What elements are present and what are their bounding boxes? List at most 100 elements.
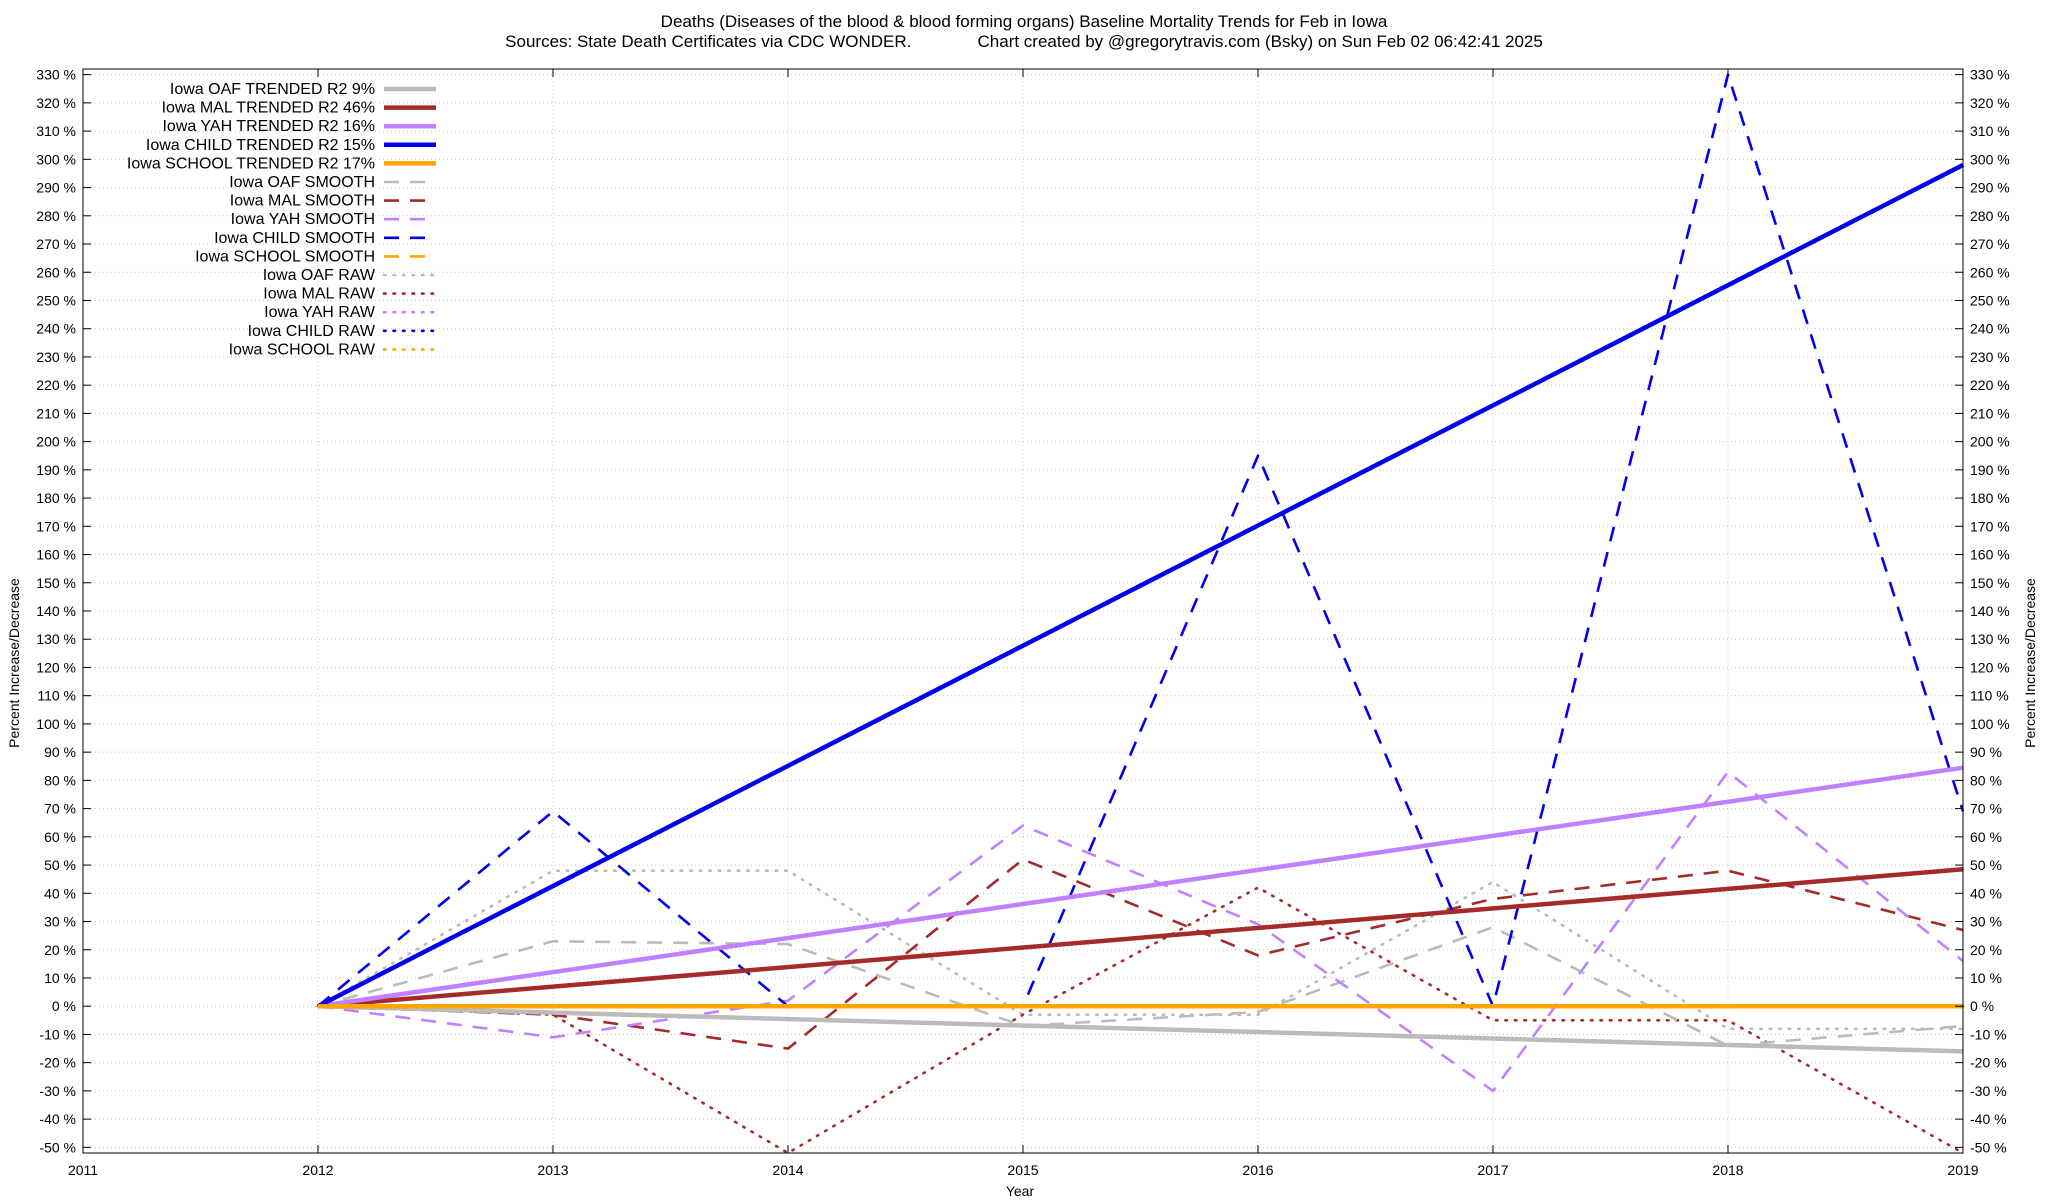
x-tick-label: 2017 xyxy=(1477,1162,1508,1178)
y2-tick-label: -50 % xyxy=(1970,1139,2007,1155)
series-line-iowa-yah-trended-r2-16 xyxy=(317,765,1964,1009)
y2-tick-label: 320 % xyxy=(1970,95,2010,111)
y2-tick-label: 300 % xyxy=(1970,151,2010,167)
y-tick-label: -40 % xyxy=(39,1111,76,1127)
legend-label: Iowa SCHOOL SMOOTH xyxy=(195,248,375,265)
y-tick-label: -10 % xyxy=(39,1026,76,1042)
y-tick-label: 30 % xyxy=(44,914,76,930)
legend-label: Iowa CHILD SMOOTH xyxy=(214,230,375,247)
y-tick-label: 290 % xyxy=(36,180,76,196)
y2-tick-label: 180 % xyxy=(1970,490,2010,506)
x-axis-label: Year xyxy=(1006,1183,1035,1199)
y2-tick-label: -30 % xyxy=(1970,1083,2007,1099)
y2-tick-label: 80 % xyxy=(1970,772,2002,788)
data-series xyxy=(316,73,1965,1155)
y2-tick-label: 50 % xyxy=(1970,857,2002,873)
series-line-iowa-yah-smooth xyxy=(317,770,1964,1093)
axis-ticks: -50 % -50 % -40 % -40 % -30 % -30 % -20 % -20 %… xyxy=(36,67,2009,1178)
y-tick-label: 190 % xyxy=(36,462,76,478)
y-tick-label: 120 % xyxy=(36,659,76,675)
y2-tick-label: 290 % xyxy=(1970,180,2010,196)
y-tick-label: 80 % xyxy=(44,772,76,788)
y2-tick-label: 200 % xyxy=(1970,434,2010,450)
y2-tick-label: 250 % xyxy=(1970,292,2010,308)
y-tick-label: 280 % xyxy=(36,208,76,224)
series-line-iowa-child-smooth xyxy=(317,73,1965,1008)
y-tick-label: 130 % xyxy=(36,631,76,647)
y2-tick-label: 0 % xyxy=(1970,998,1994,1014)
y-axis-label: Percent Increase/Decrease xyxy=(6,578,22,748)
legend-label: Iowa OAF RAW xyxy=(263,267,376,284)
y2-tick-label: 40 % xyxy=(1970,885,2002,901)
y-tick-label: 210 % xyxy=(36,405,76,421)
x-tick-label: 2015 xyxy=(1007,1162,1038,1178)
y2-tick-label: 220 % xyxy=(1970,377,2010,393)
series-line-iowa-child-trended-r2-15 xyxy=(316,162,1965,1009)
x-tick-label: 2018 xyxy=(1712,1162,1743,1178)
y2-tick-label: 160 % xyxy=(1970,547,2010,563)
y-tick-label: 330 % xyxy=(36,67,76,83)
y2-tick-label: 260 % xyxy=(1970,264,2010,280)
legend-label: Iowa CHILD RAW xyxy=(248,323,376,340)
y-tick-label: 50 % xyxy=(44,857,76,873)
y2-tick-label: 100 % xyxy=(1970,716,2010,732)
y2-tick-label: 270 % xyxy=(1970,236,2010,252)
legend-label: Iowa CHILD TRENDED R2 15% xyxy=(146,137,375,154)
legend: Iowa OAF TRENDED R2 9% Iowa MAL TRENDED R… xyxy=(127,81,438,358)
y2-tick-label: 280 % xyxy=(1970,208,2010,224)
y-tick-label: 310 % xyxy=(36,123,76,139)
y-tick-label: 0 % xyxy=(52,998,76,1014)
y-tick-label: 100 % xyxy=(36,716,76,732)
y-tick-label: 270 % xyxy=(36,236,76,252)
y2-tick-label: 110 % xyxy=(1970,688,2009,704)
y-tick-label: -30 % xyxy=(39,1083,76,1099)
y-tick-label: 140 % xyxy=(36,603,76,619)
y2-tick-label: 90 % xyxy=(1970,744,2002,760)
y-tick-label: 300 % xyxy=(36,151,76,167)
y-tick-label: 170 % xyxy=(36,518,76,534)
y2-tick-label: 30 % xyxy=(1970,914,2002,930)
y-tick-label: 90 % xyxy=(44,744,76,760)
legend-label: Iowa YAH TRENDED R2 16% xyxy=(162,118,375,135)
legend-label: Iowa SCHOOL RAW xyxy=(229,341,376,358)
y2-tick-label: 10 % xyxy=(1970,970,2002,986)
x-tick-label: 2016 xyxy=(1242,1162,1273,1178)
x-tick-label: 2014 xyxy=(772,1162,803,1178)
y-tick-label: 200 % xyxy=(36,434,76,450)
y-tick-label: -50 % xyxy=(39,1139,76,1155)
x-tick-label: 2011 xyxy=(68,1162,98,1178)
y2-tick-label: 330 % xyxy=(1970,67,2010,83)
y2-tick-label: 190 % xyxy=(1970,462,2010,478)
chart-title: Deaths (Diseases of the blood & blood fo… xyxy=(661,12,1388,31)
y-tick-label: 180 % xyxy=(36,490,76,506)
chart-subtitle: Sources: State Death Certificates via CD… xyxy=(505,32,1543,51)
y-tick-label: 40 % xyxy=(44,885,76,901)
legend-label: Iowa YAH SMOOTH xyxy=(231,211,375,228)
y-tick-label: 110 % xyxy=(37,688,76,704)
y2-tick-label: 310 % xyxy=(1970,123,2010,139)
y-tick-label: 70 % xyxy=(44,801,76,817)
series-line-iowa-oaf-trended-r2-9 xyxy=(317,1003,1964,1054)
y2-tick-label: 60 % xyxy=(1970,829,2002,845)
y-tick-label: 320 % xyxy=(36,95,76,111)
y-tick-label: 260 % xyxy=(36,264,76,280)
y-tick-label: 150 % xyxy=(36,575,76,591)
y-tick-label: 160 % xyxy=(36,547,76,563)
legend-label: Iowa OAF TRENDED R2 9% xyxy=(170,81,375,98)
y2-tick-label: 210 % xyxy=(1970,405,2010,421)
y2-tick-label: 70 % xyxy=(1970,801,2002,817)
y2-axis-label: Percent Increase/Decrease xyxy=(2022,578,2038,748)
y2-tick-label: 120 % xyxy=(1970,659,2010,675)
y2-tick-label: 170 % xyxy=(1970,518,2010,534)
y2-tick-label: 130 % xyxy=(1970,631,2010,647)
y-tick-label: 10 % xyxy=(44,970,76,986)
legend-label: Iowa MAL SMOOTH xyxy=(230,193,375,210)
y2-tick-label: -10 % xyxy=(1970,1026,2007,1042)
x-tick-label: 2012 xyxy=(302,1162,333,1178)
y-tick-label: 230 % xyxy=(36,349,76,365)
legend-label: Iowa MAL RAW xyxy=(263,286,376,303)
y2-tick-label: 20 % xyxy=(1970,942,2002,958)
